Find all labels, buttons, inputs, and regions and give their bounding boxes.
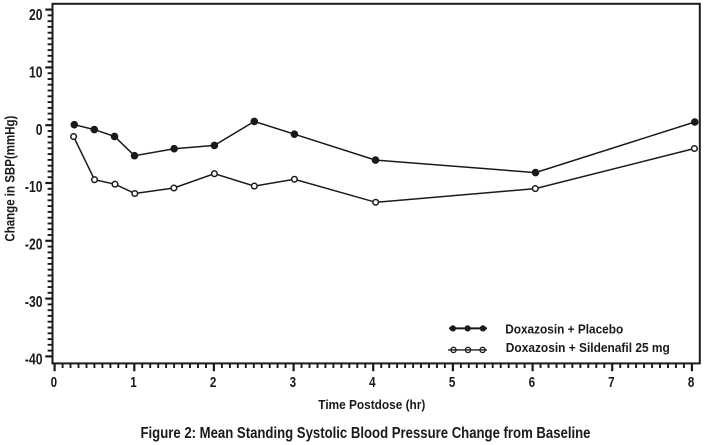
svg-text:20: 20 (29, 5, 43, 23)
svg-text:-30: -30 (25, 293, 43, 311)
svg-text:Change in SBP(mmHg): Change in SBP(mmHg) (2, 116, 18, 242)
svg-text:-10: -10 (25, 178, 43, 196)
svg-text:10: 10 (29, 63, 43, 81)
svg-text:1: 1 (130, 374, 136, 391)
svg-text:6: 6 (529, 374, 535, 391)
svg-text:Time Postdose (hr): Time Postdose (hr) (318, 398, 425, 412)
svg-text:Figure 2: Mean Standing Systol: Figure 2: Mean Standing Systolic Blood P… (141, 425, 591, 442)
svg-text:8: 8 (688, 374, 694, 391)
svg-text:-20: -20 (25, 235, 43, 253)
svg-text:7: 7 (608, 374, 614, 391)
svg-text:2: 2 (210, 374, 216, 391)
svg-text:0: 0 (51, 374, 57, 391)
svg-text:0: 0 (36, 120, 43, 138)
svg-text:3: 3 (290, 374, 296, 391)
svg-text:4: 4 (369, 374, 376, 391)
svg-text:Doxazosin + Placebo: Doxazosin + Placebo (505, 322, 623, 337)
svg-text:5: 5 (449, 374, 455, 391)
svg-text:Doxazosin + Sildenafil 25 mg: Doxazosin + Sildenafil 25 mg (506, 340, 670, 355)
svg-text:-40: -40 (25, 350, 43, 368)
